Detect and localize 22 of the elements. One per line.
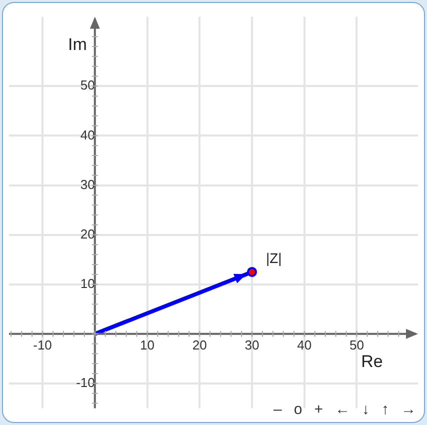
y-tick-label: 50	[80, 78, 95, 93]
x-tick-label: -10	[33, 337, 52, 352]
y-tick-label: 10	[80, 276, 95, 291]
y-tick-label: -10	[76, 375, 95, 390]
annotation: ↑	[382, 401, 389, 418]
annotation: +	[314, 401, 323, 418]
x-tick-label: 40	[297, 337, 312, 352]
annotation: –	[274, 401, 282, 418]
x-tick-label: 30	[244, 337, 260, 352]
x-tick-label: 20	[192, 337, 207, 352]
annotation: |Z|	[266, 250, 282, 266]
y-tick-label: 30	[80, 176, 95, 192]
x-tick-label: 50	[349, 337, 364, 352]
annotation: o	[294, 401, 302, 418]
y-tick-label: 40	[80, 127, 95, 142]
annotation: →	[401, 401, 416, 418]
annotation: ↓	[362, 401, 370, 418]
annotation: ←	[335, 401, 350, 418]
y-axis-title: Im	[68, 34, 87, 54]
x-axis-title: Re	[361, 352, 383, 372]
x-tick-label: 10	[140, 337, 154, 352]
y-tick-label: 20	[80, 226, 95, 242]
